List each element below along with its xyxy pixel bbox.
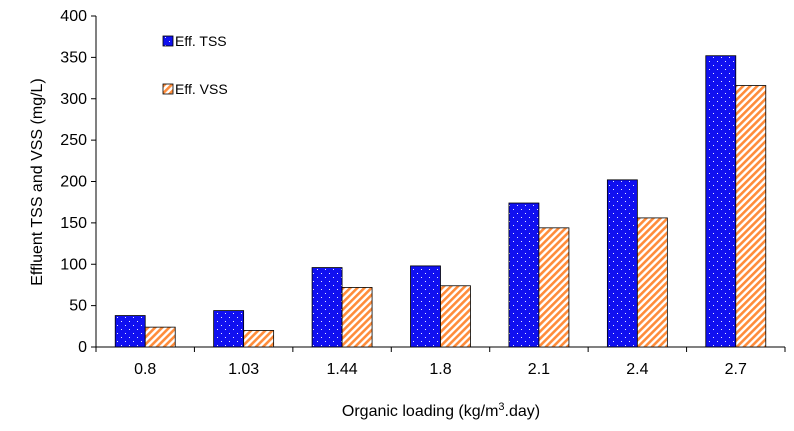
y-tick-label: 250 <box>60 132 87 149</box>
bar-eff-vss <box>243 330 275 348</box>
bar-eff-vss <box>735 85 767 348</box>
legend-label-vss: Eff. VSS <box>175 81 228 97</box>
y-tick-label: 0 <box>78 339 87 356</box>
legend-label-tss: Eff. TSS <box>175 33 227 49</box>
x-tick-label: 2.4 <box>626 361 648 378</box>
bar-eff-vss <box>144 326 176 348</box>
x-axis-label-suffix: .day) <box>505 403 541 420</box>
y-tick-label: 400 <box>60 8 87 25</box>
legend-swatch-tss <box>162 35 174 47</box>
x-axis-label: Organic loading (kg/m3.day) <box>342 401 540 420</box>
y-tick-label: 100 <box>60 256 87 273</box>
bar-eff-vss <box>538 227 570 348</box>
x-tick-label: 1.8 <box>429 361 451 378</box>
bar-eff-vss <box>440 285 471 348</box>
bar-eff-tss <box>705 55 737 348</box>
y-tick-label: 50 <box>69 298 87 315</box>
x-tick-label: 1.03 <box>228 361 259 378</box>
x-axis-label-main: Organic loading (kg/m <box>342 403 499 420</box>
bar-eff-tss <box>410 265 441 348</box>
y-tick-label: 300 <box>60 91 87 108</box>
legend: Eff. TSS Eff. VSS <box>162 33 228 97</box>
bar-eff-vss <box>341 287 373 348</box>
y-axis-label: Effluent TSS and VSS (mg/L) <box>29 78 46 286</box>
bar-eff-tss <box>508 202 540 348</box>
x-axis-label-superscript: 3 <box>498 401 504 413</box>
y-tick-label: 350 <box>60 49 87 66</box>
bar-eff-tss <box>114 315 146 348</box>
bar-eff-vss <box>636 217 668 348</box>
bar-eff-tss <box>606 179 638 348</box>
x-tick-label: 1.44 <box>327 361 358 378</box>
y-tick-label: 150 <box>60 215 87 232</box>
x-tick-label: 2.7 <box>725 361 747 378</box>
legend-swatch-vss <box>162 83 174 95</box>
x-tick-label: 2.1 <box>528 361 550 378</box>
x-tick-label: 0.8 <box>134 361 156 378</box>
bar-eff-tss <box>311 267 343 348</box>
bar-eff-tss <box>213 310 245 348</box>
y-tick-label: 200 <box>60 174 87 191</box>
